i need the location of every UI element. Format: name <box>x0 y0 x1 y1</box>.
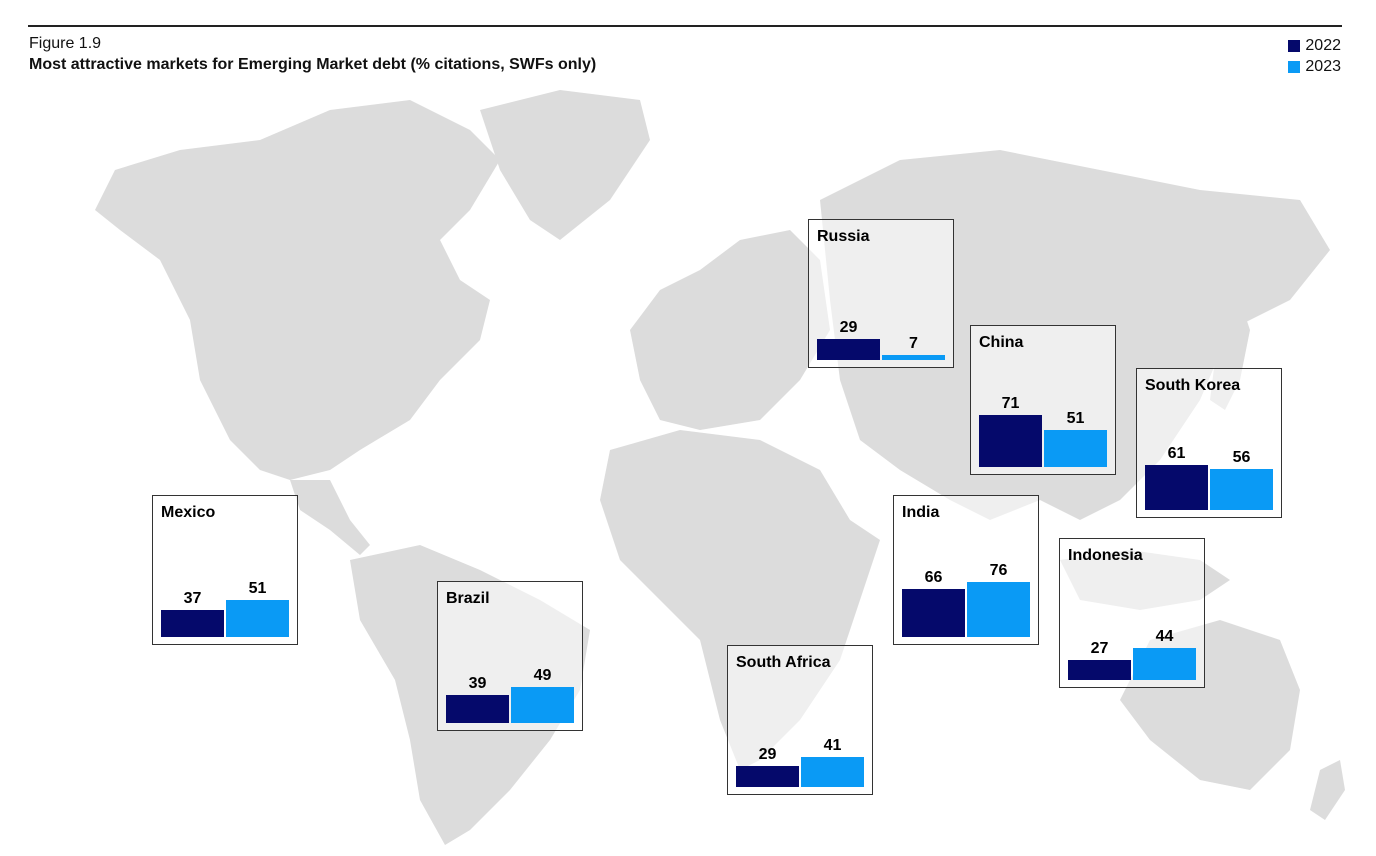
panel-title-mexico: Mexico <box>161 504 216 521</box>
bar-russia-2022 <box>817 338 880 360</box>
bar-south-africa-2023 <box>801 757 864 787</box>
bar-label-south-korea-2023: 56 <box>1232 449 1251 467</box>
panel-indonesia: Indonesia 27 44 <box>1059 538 1205 688</box>
bar-brazil-2023 <box>511 687 574 723</box>
bar-brazil-2022 <box>446 694 509 723</box>
new-zealand-shape <box>1310 760 1345 820</box>
bar-india-2023 <box>967 581 1030 637</box>
greenland-shape <box>480 90 650 240</box>
bar-label-china-2023: 51 <box>1066 409 1085 427</box>
panel-south-korea: South Korea 61 56 <box>1136 368 1282 518</box>
panel-brazil: Brazil 39 49 <box>437 581 583 731</box>
bar-label-indonesia-2023: 44 <box>1155 627 1174 645</box>
panel-title-south-africa: South Africa <box>736 654 831 671</box>
north-america-shape <box>95 100 500 480</box>
panel-russia: Russia 29 7 <box>808 219 954 368</box>
europe-shape <box>630 230 830 430</box>
bar-indonesia-2023 <box>1133 647 1196 680</box>
legend: 2022 2023 <box>1288 35 1341 77</box>
bar-label-brazil-2022: 39 <box>468 674 487 692</box>
bar-label-russia-2023: 7 <box>909 334 918 352</box>
legend-label-2022: 2022 <box>1305 36 1341 54</box>
legend-label-2023: 2023 <box>1305 57 1341 75</box>
panel-title-brazil: Brazil <box>446 590 490 607</box>
bar-south-africa-2022 <box>736 765 799 787</box>
panel-title-india: India <box>902 504 940 521</box>
figure-label: Figure 1.9 <box>29 35 102 52</box>
bar-south-korea-2023 <box>1210 469 1273 510</box>
bar-label-china-2022: 71 <box>1001 395 1020 413</box>
bar-label-india-2022: 66 <box>924 568 943 586</box>
bar-india-2022 <box>902 588 965 637</box>
bar-label-indonesia-2022: 27 <box>1090 640 1109 658</box>
bar-label-south-africa-2023: 41 <box>823 737 842 755</box>
legend-item-2023: 2023 <box>1288 56 1341 77</box>
bar-label-south-africa-2022: 29 <box>758 745 777 763</box>
bar-mexico-2023 <box>226 599 289 637</box>
chart-title: Most attractive markets for Emerging Mar… <box>29 56 597 73</box>
legend-item-2022: 2022 <box>1288 35 1341 56</box>
panel-india: India 66 76 <box>893 495 1039 645</box>
bar-china-2023 <box>1044 429 1107 467</box>
legend-swatch-2022 <box>1288 39 1301 52</box>
bar-label-mexico-2022: 37 <box>183 589 202 607</box>
top-rule <box>28 25 1342 27</box>
bar-label-brazil-2023: 49 <box>533 667 552 685</box>
bar-label-mexico-2023: 51 <box>248 579 267 597</box>
bar-russia-2023 <box>882 354 945 360</box>
bar-label-russia-2022: 29 <box>839 318 858 336</box>
bar-mexico-2022 <box>161 609 224 637</box>
panel-china: China 71 51 <box>970 325 1116 475</box>
bar-indonesia-2022 <box>1068 660 1131 680</box>
panel-title-china: China <box>979 334 1024 351</box>
bar-label-india-2023: 76 <box>989 561 1008 579</box>
panel-title-indonesia: Indonesia <box>1068 547 1143 564</box>
panel-title-south-korea: South Korea <box>1145 377 1241 394</box>
bar-south-korea-2022 <box>1145 465 1208 510</box>
legend-swatch-2023 <box>1288 60 1301 73</box>
bar-china-2022 <box>979 415 1042 467</box>
bar-label-south-korea-2022: 61 <box>1167 445 1186 463</box>
central-america-shape <box>290 480 370 555</box>
panel-south-africa: South Africa 29 41 <box>727 645 873 795</box>
panel-mexico: Mexico 37 51 <box>152 495 298 645</box>
panel-title-russia: Russia <box>817 228 870 245</box>
